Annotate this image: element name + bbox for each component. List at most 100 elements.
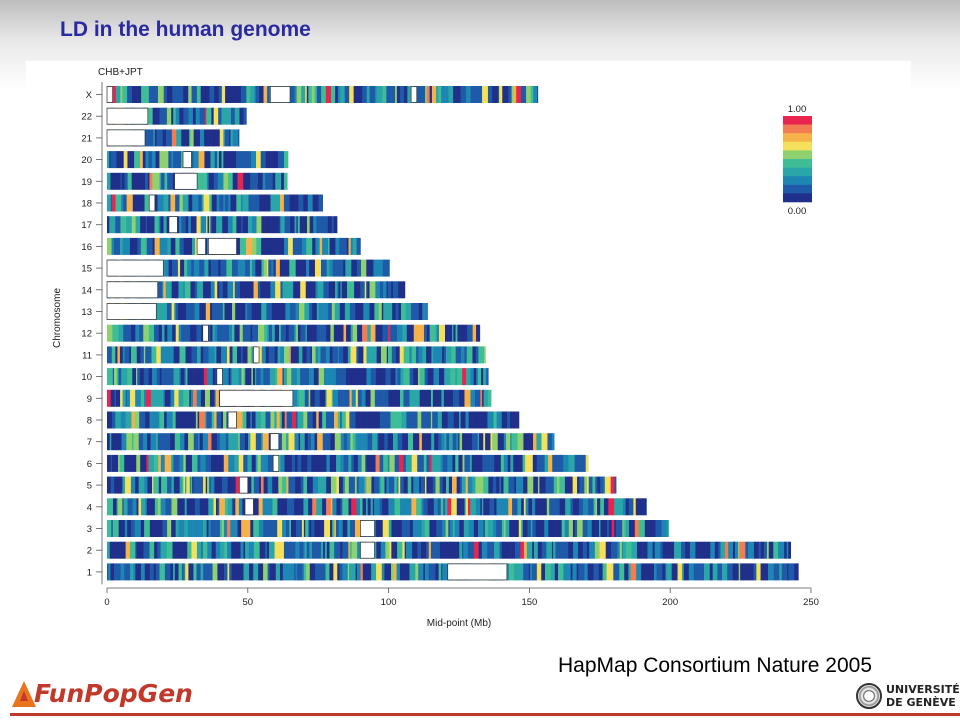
ld-segment bbox=[164, 389, 171, 407]
ld-segment bbox=[311, 454, 318, 472]
ld-segment bbox=[282, 498, 288, 516]
ld-segment bbox=[237, 346, 242, 364]
ld-segment bbox=[279, 563, 284, 581]
ld-segment bbox=[173, 563, 176, 581]
ld-segment bbox=[320, 324, 327, 342]
ld-segment bbox=[565, 498, 571, 516]
ld-segment bbox=[465, 498, 469, 516]
ld-segment bbox=[303, 476, 308, 494]
ld-segment bbox=[319, 86, 322, 103]
chromosome-row-21 bbox=[106, 129, 240, 147]
ld-segment bbox=[358, 346, 364, 364]
ld-segment bbox=[412, 303, 420, 320]
ld-segment bbox=[370, 324, 376, 342]
ld-segment bbox=[536, 454, 541, 472]
ld-segment bbox=[625, 498, 630, 516]
ld-segment bbox=[291, 194, 294, 212]
ld-segment bbox=[431, 86, 437, 103]
ld-segment bbox=[366, 259, 371, 277]
ld-segment bbox=[152, 151, 156, 169]
chromosome-row-13 bbox=[106, 303, 428, 320]
ld-segment bbox=[152, 476, 154, 494]
ld-segment bbox=[307, 454, 312, 472]
ld-segment bbox=[231, 541, 237, 559]
ld-segment bbox=[210, 303, 213, 320]
ld-segment bbox=[442, 520, 445, 537]
ld-segment bbox=[286, 368, 292, 386]
ld-segment bbox=[459, 411, 461, 429]
ld-segment bbox=[347, 433, 351, 451]
ld-segment bbox=[147, 107, 153, 125]
ld-segment bbox=[398, 303, 402, 320]
ld-segment bbox=[378, 476, 381, 494]
ld-segment bbox=[426, 454, 430, 472]
ld-segment bbox=[622, 498, 626, 516]
ld-segment bbox=[314, 563, 320, 581]
ld-segment bbox=[478, 476, 484, 494]
ld-segment bbox=[412, 411, 418, 429]
ld-segment bbox=[397, 324, 403, 342]
ld-segment bbox=[269, 563, 275, 581]
ld-segment bbox=[419, 324, 425, 342]
ld-segment bbox=[135, 216, 141, 234]
ld-segment bbox=[368, 498, 371, 516]
ld-segment bbox=[628, 498, 634, 516]
ld-segment bbox=[153, 563, 157, 581]
ld-segment bbox=[234, 107, 240, 125]
ld-segment bbox=[422, 303, 428, 320]
ld-segment bbox=[571, 454, 575, 472]
y-tick-label: 8 bbox=[87, 416, 92, 427]
ld-segment bbox=[177, 86, 184, 103]
ld-segment bbox=[179, 237, 184, 255]
ld-segment bbox=[213, 498, 217, 516]
ld-segment bbox=[107, 237, 112, 255]
ld-segment bbox=[497, 433, 505, 451]
ld-segment bbox=[683, 541, 686, 559]
ld-segment bbox=[478, 346, 485, 364]
ld-segment bbox=[339, 303, 346, 320]
ld-segment bbox=[517, 454, 523, 472]
ld-segment bbox=[441, 389, 445, 407]
ld-segment bbox=[426, 433, 432, 451]
ld-segment bbox=[480, 389, 483, 407]
ld-segment bbox=[445, 520, 449, 537]
ld-segment bbox=[619, 498, 624, 516]
ld-segment bbox=[183, 86, 189, 103]
ld-segment bbox=[212, 303, 217, 320]
ld-segment bbox=[300, 433, 306, 451]
ld-segment bbox=[530, 86, 534, 103]
ld-segment bbox=[405, 541, 413, 559]
ld-segment bbox=[204, 151, 211, 169]
ld-segment bbox=[500, 476, 504, 494]
ld-segment bbox=[412, 520, 417, 537]
ld-segment bbox=[179, 498, 186, 516]
ld-segment bbox=[214, 151, 218, 169]
ld-segment bbox=[263, 368, 266, 386]
ld-segment bbox=[143, 346, 146, 364]
ld-segment bbox=[707, 563, 711, 581]
ld-segment bbox=[553, 541, 556, 559]
ld-segment bbox=[371, 476, 375, 494]
ld-segment bbox=[525, 520, 528, 537]
ld-segment bbox=[503, 476, 509, 494]
ld-segment bbox=[110, 476, 115, 494]
ld-segment bbox=[474, 86, 479, 103]
ld-segment bbox=[738, 563, 741, 581]
ld-segment bbox=[349, 541, 353, 559]
ld-segment bbox=[239, 433, 246, 451]
ld-segment bbox=[231, 216, 233, 234]
ld-segment bbox=[196, 541, 202, 559]
ld-segment bbox=[296, 86, 302, 103]
ld-segment bbox=[301, 237, 307, 255]
ld-segment bbox=[157, 194, 164, 212]
ld-segment bbox=[145, 172, 149, 190]
ld-segment bbox=[198, 433, 200, 451]
ld-segment bbox=[308, 498, 313, 516]
ld-segment bbox=[353, 454, 359, 472]
ld-segment bbox=[195, 172, 202, 190]
ld-segment bbox=[680, 541, 685, 559]
ld-segment bbox=[136, 541, 143, 559]
ld-segment bbox=[220, 216, 223, 234]
ld-segment bbox=[613, 563, 620, 581]
ld-segment bbox=[405, 454, 412, 472]
